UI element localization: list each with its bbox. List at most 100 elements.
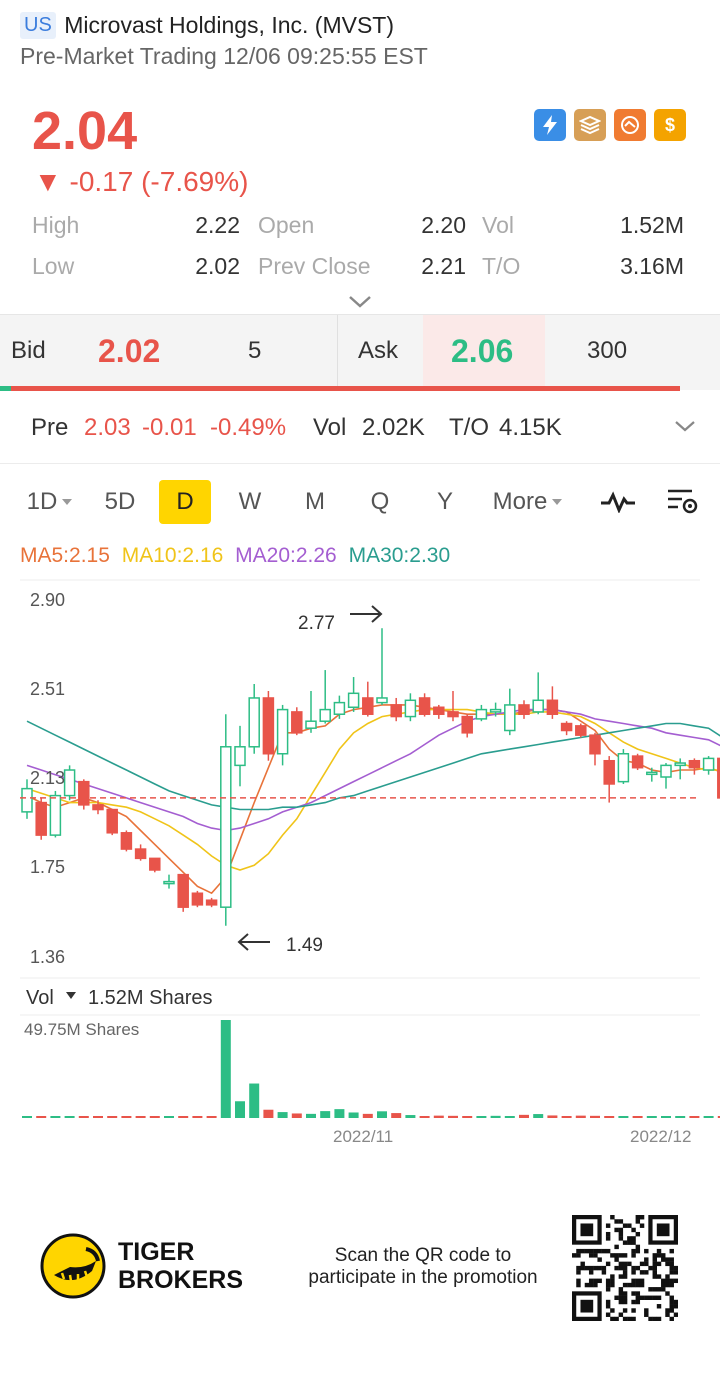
dollar-icon[interactable]: $ — [654, 109, 686, 141]
qr-module — [665, 1278, 670, 1284]
candle — [418, 693, 431, 717]
tab-5d[interactable]: 5D — [104, 488, 136, 515]
qr-module — [627, 1223, 632, 1228]
x-tick-label: 2022/12 — [630, 1127, 691, 1146]
caret-down-icon — [62, 499, 73, 505]
volume-bar — [703, 1116, 714, 1118]
candle — [603, 756, 615, 803]
chevron-down-icon[interactable] — [348, 292, 372, 315]
volume-bar — [164, 1116, 174, 1118]
volume-bar — [220, 1020, 231, 1118]
qr-module — [635, 1291, 641, 1296]
handshake-icon[interactable] — [614, 109, 646, 141]
lightning-icon[interactable] — [534, 109, 566, 141]
tab-1d[interactable]: 1D — [20, 480, 80, 524]
bid-ask-panel[interactable]: Bid 2.02 5 Ask 2.06 300 — [0, 314, 720, 391]
open-value: 2.20 — [421, 212, 466, 238]
qr-module — [665, 1274, 670, 1279]
tab-y[interactable]: Y — [436, 488, 453, 515]
stock-title: Microvast Holdings, Inc. (MVST) — [64, 12, 394, 38]
qr-module — [580, 1248, 585, 1254]
candle-body — [447, 711, 459, 718]
chevron-down-icon[interactable] — [674, 420, 696, 439]
qr-module — [652, 1287, 657, 1292]
qr-module — [652, 1265, 657, 1271]
candle — [205, 897, 218, 908]
qr-module — [610, 1215, 615, 1220]
tab-d[interactable]: D — [159, 480, 211, 524]
candle-body — [106, 808, 118, 834]
volume-bar — [590, 1115, 600, 1118]
candle — [518, 700, 530, 719]
candle-body — [78, 780, 90, 806]
volume-bar — [689, 1116, 700, 1118]
qr-module — [610, 1278, 615, 1284]
qr-module — [618, 1219, 624, 1224]
qr-module — [576, 1253, 581, 1258]
moving-average-legend: MA5:2.15 MA10:2.16 MA20:2.26 MA30:2.30 — [20, 544, 456, 568]
qr-module — [639, 1261, 645, 1267]
ma30-line — [26, 720, 720, 811]
qr-module — [644, 1270, 649, 1275]
tab-q[interactable]: Q — [370, 488, 390, 515]
candle-body — [220, 746, 232, 908]
qr-module — [635, 1299, 641, 1305]
tab-more[interactable]: More — [486, 480, 570, 524]
chart-settings-icon[interactable] — [660, 480, 704, 524]
qr-module — [584, 1282, 590, 1288]
volume-bar — [78, 1116, 89, 1118]
stack-a-icon[interactable] — [574, 109, 606, 141]
candle — [646, 767, 658, 782]
qr-module — [639, 1223, 645, 1228]
ma20-line — [26, 708, 720, 832]
pre-market-row[interactable]: Pre 2.03 -0.01 -0.49% Vol 2.02K T/O 4.15… — [0, 398, 720, 464]
qr-module — [656, 1287, 662, 1292]
candle-body — [418, 697, 431, 715]
qr-module — [665, 1308, 670, 1313]
tab-m[interactable]: M — [305, 488, 325, 515]
volume-bar — [249, 1083, 260, 1118]
qr-module — [673, 1278, 678, 1284]
candle-body — [276, 708, 289, 755]
qr-module — [593, 1265, 598, 1271]
pre-turnover-label: T/O — [449, 414, 489, 441]
volume-bar — [291, 1113, 302, 1118]
qr-module — [652, 1295, 657, 1300]
qr-module — [656, 1261, 662, 1267]
stock-header: US Microvast Holdings, Inc. (MVST) Pre-M… — [20, 12, 700, 70]
qr-module — [627, 1240, 632, 1245]
qr-module — [618, 1265, 624, 1271]
qr-module — [669, 1282, 674, 1288]
qr-module — [656, 1253, 662, 1258]
candle — [191, 890, 204, 908]
candle — [305, 690, 317, 733]
candle — [674, 758, 686, 780]
qr-module — [593, 1248, 598, 1254]
caret-down-icon[interactable] — [66, 992, 76, 999]
candlestick-chart[interactable]: 2.90 2.51 2.13 1.75 1.36 2.77 1.49 Vol 1… — [0, 578, 720, 1158]
candle — [333, 695, 346, 719]
pre-turnover: 4.15K — [499, 414, 562, 441]
candle — [220, 714, 232, 926]
qr-module — [597, 1265, 602, 1271]
qr-module — [673, 1265, 678, 1271]
bid-quantity: 5 — [248, 337, 262, 364]
candle — [433, 704, 445, 719]
tab-more-label: More — [492, 488, 548, 515]
qr-module — [601, 1270, 607, 1275]
tab-w[interactable]: W — [238, 488, 262, 515]
candle — [262, 690, 275, 761]
candle-body — [717, 757, 720, 799]
qr-module — [622, 1295, 628, 1300]
qr-module — [618, 1253, 624, 1258]
turnover-label: T/O — [482, 253, 521, 279]
candle — [702, 756, 715, 775]
volume-indicator-label[interactable]: Vol — [26, 987, 54, 1009]
qr-module — [631, 1248, 636, 1254]
indicator-icon[interactable] — [596, 480, 640, 524]
qr-module — [639, 1215, 645, 1220]
volume-bar — [405, 1115, 416, 1118]
candle-body — [63, 769, 76, 797]
candle — [560, 721, 573, 736]
qr-code[interactable] — [572, 1215, 678, 1321]
